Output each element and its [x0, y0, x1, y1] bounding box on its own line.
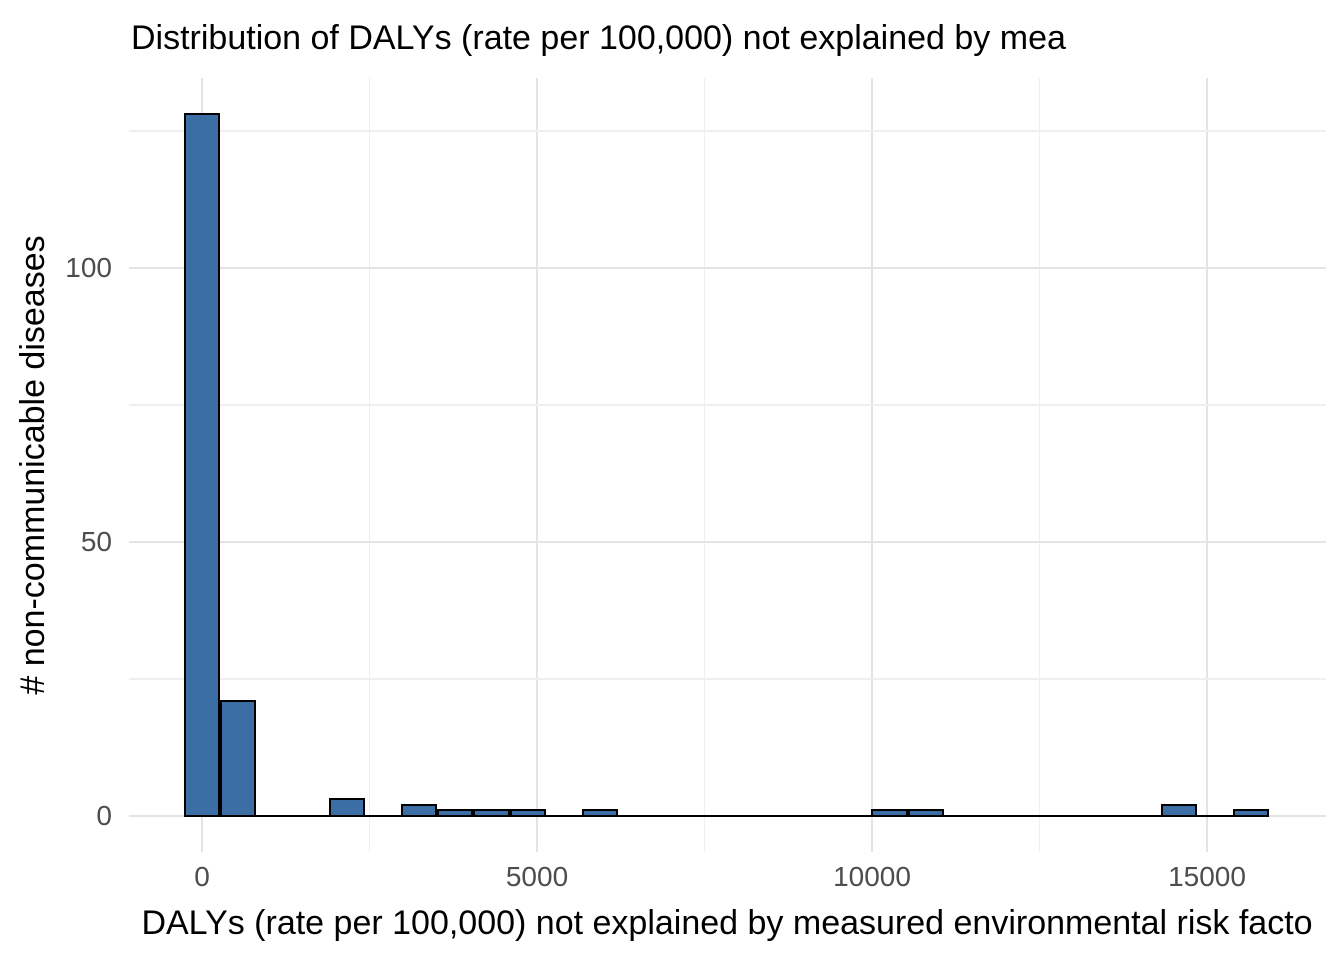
histogram-bar: [183, 113, 221, 818]
y-major-gridline: [129, 267, 1326, 269]
y-tick-label: 0: [96, 800, 112, 831]
x-tick-label: 5000: [505, 861, 569, 892]
histogram-bar: [473, 809, 510, 818]
y-minor-gridline: [129, 130, 1326, 132]
zero-count-bins-line: [183, 814, 1270, 818]
y-minor-gridline: [129, 404, 1326, 406]
x-minor-gridline: [368, 78, 371, 852]
histogram-bar: [1160, 803, 1197, 818]
histogram-bar: [1233, 809, 1270, 818]
histogram-bar: [871, 809, 908, 818]
chart-title: Distribution of DALYs (rate per 100,000)…: [131, 19, 1066, 57]
y-axis-title-text: # non-communicable diseases: [14, 235, 52, 695]
x-major-gridline: [871, 78, 873, 852]
x-major-gridline: [1206, 78, 1208, 852]
histogram-bar: [907, 809, 944, 818]
y-minor-gridline: [129, 678, 1326, 680]
y-major-gridline: [129, 541, 1326, 543]
y-tick-label: 100: [65, 252, 112, 283]
x-minor-gridline: [1038, 78, 1041, 852]
x-tick-label: 0: [194, 861, 210, 892]
x-tick-label: 15000: [1168, 861, 1246, 892]
histogram-bar: [400, 803, 438, 818]
histogram-bar: [328, 798, 365, 818]
x-axis-title: DALYs (rate per 100,000) not explained b…: [141, 904, 1313, 942]
x-tick-label: 10000: [833, 861, 911, 892]
histogram-bar: [220, 699, 257, 818]
x-minor-gridline: [703, 78, 706, 852]
histogram-bar: [581, 809, 619, 818]
histogram-bar: [437, 809, 474, 818]
y-tick-label: 50: [80, 526, 112, 557]
histogram-bar: [509, 809, 546, 818]
x-major-gridline: [536, 78, 538, 852]
